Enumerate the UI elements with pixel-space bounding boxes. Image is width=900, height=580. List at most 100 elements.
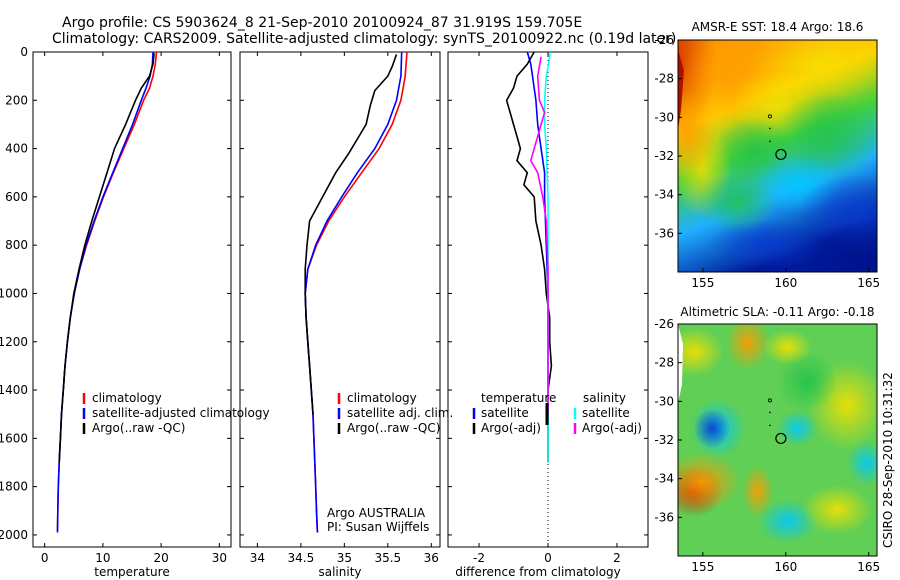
x-tick-label: 35 (337, 551, 352, 565)
map-title: AMSR-E SST: 18.4 Argo: 18.6 (692, 20, 864, 34)
legend-label: satellite (481, 406, 529, 420)
y-tick-label: -30 (654, 110, 674, 124)
pi-label: PI: Susan Wijffels (327, 520, 429, 534)
x-axis-label: temperature (94, 565, 169, 579)
sla-patch (847, 441, 877, 486)
legend-heading: temperature (481, 391, 556, 405)
legend-label: satellite-adjusted climatology (92, 406, 270, 420)
plot-title-line1: Argo profile: CS 5903624_8 21-Sep-2010 2… (62, 15, 582, 31)
legend-label: Argo(..raw -QC) (92, 421, 185, 435)
map-sst-map: AMSR-E SST: 18.4 Argo: 18.6 155 160 165 -26 -… (654, 20, 880, 290)
sla-patch (777, 352, 838, 412)
legend-label: Argo(..raw -QC) (347, 421, 440, 435)
x-tick-label: 10 (95, 551, 110, 565)
land-mask (678, 324, 683, 404)
legend-heading: salinity (583, 391, 626, 405)
float-position-marker (775, 432, 787, 445)
y-tick-label: 400 (5, 142, 28, 156)
sla-patch (678, 326, 724, 377)
x-tick-label: 35.5 (374, 551, 401, 565)
x-axis-label: salinity (318, 565, 361, 579)
series-line-salinity-argo-adj- (529, 56, 549, 415)
x-tick-label: 0 (544, 551, 552, 565)
series-group (304, 52, 408, 533)
y-tick-label: 1200 (0, 335, 28, 349)
x-tick-label: 34 (250, 551, 265, 565)
y-tick-label: -36 (654, 226, 674, 240)
y-tick-label: -26 (654, 317, 674, 331)
legend-label: climatology (92, 391, 162, 405)
sla-patch (725, 324, 770, 371)
x-tick-label: 155 (691, 276, 714, 290)
x-tick-label: 160 (774, 560, 797, 574)
y-tick-label: -28 (654, 72, 674, 86)
plot-title-line2: Climatology: CARS2009. Satellite-adjuste… (52, 31, 676, 47)
y-tick-label: -28 (654, 356, 674, 370)
map-panels: AMSR-E SST: 18.4 Argo: 18.6 155 160 165 -26 -… (654, 20, 880, 574)
sla-patch (802, 484, 873, 535)
y-tick-label: 800 (5, 238, 28, 252)
float-position-marker (775, 148, 787, 161)
track-point (769, 411, 771, 414)
map-sla-map: Altimetric SLA: -0.11 Argo: -0.18 155 160 1… (654, 305, 880, 574)
x-tick-label: 2 (613, 551, 621, 565)
x-tick-label: 165 (857, 276, 880, 290)
y-tick-label: 0 (20, 45, 28, 59)
x-tick-label: 36 (424, 551, 439, 565)
axes-frame (239, 51, 441, 548)
legend-label: climatology (347, 391, 417, 405)
y-tick-label: -34 (654, 472, 674, 486)
y-tick-label: 1600 (0, 431, 28, 445)
axes-frame (32, 51, 232, 548)
y-tick-label: -26 (654, 33, 674, 47)
x-tick-label: 34.5 (288, 551, 315, 565)
series-line-temperature-argo-adj- (505, 52, 553, 463)
x-axis-label: difference from climatology (455, 565, 621, 579)
series-group (56, 52, 158, 533)
x-tick-label: 30 (212, 551, 227, 565)
profile-panel-salinity: 34 34.5 35 35.5 36 salinity (239, 51, 441, 579)
series-line-temperature-satellite (526, 52, 549, 390)
x-tick-label: 165 (857, 560, 880, 574)
y-tick-label: 1000 (0, 286, 28, 300)
x-tick-label: 0 (41, 551, 49, 565)
legend-difference: temperature salinitysatelliteArgo(-adj)sa… (472, 391, 642, 435)
y-tick-label: -36 (654, 510, 674, 524)
legend-label: Argo(-adj) (582, 421, 642, 435)
y-tick-label: 1400 (0, 383, 28, 397)
csiro-timestamp: CSIRO 28-Sep-2010 10:31:32 (881, 372, 895, 548)
x-tick-label: -2 (473, 551, 485, 565)
y-tick-label: 200 (5, 93, 28, 107)
y-tick-label: -34 (654, 188, 674, 202)
map-field (678, 324, 877, 556)
legend-label: Argo(-adj) (481, 421, 541, 435)
sla-patch (693, 408, 730, 449)
sla-patch (777, 410, 818, 447)
series-group (505, 52, 553, 463)
series-line-argo-raw-qc- (58, 53, 155, 463)
sst-patch (678, 87, 718, 178)
legend-label: satellite adj. clim. (347, 406, 453, 420)
y-tick-label: 600 (5, 190, 28, 204)
track-point (769, 424, 771, 427)
track-point (767, 398, 772, 403)
legend-label: satellite (582, 406, 630, 420)
sst-patch (697, 172, 778, 233)
track-point (769, 140, 771, 143)
provider-label: Argo AUSTRALIA (327, 506, 426, 520)
track-point (769, 127, 771, 130)
sla-patch (678, 451, 742, 512)
y-tick-label: -32 (654, 149, 674, 163)
x-tick-label: 155 (691, 560, 714, 574)
coast-warm-patch (678, 50, 684, 130)
track-point (767, 114, 772, 119)
sla-patch (741, 465, 774, 518)
y-tick-label: -32 (654, 433, 674, 447)
y-tick-label: -30 (654, 394, 674, 408)
